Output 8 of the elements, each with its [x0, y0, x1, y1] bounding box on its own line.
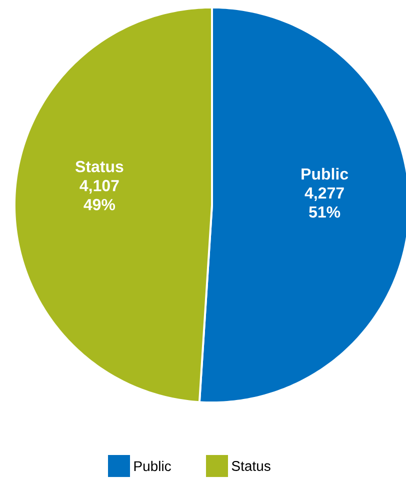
data-label: 4,277	[304, 187, 344, 201]
slice-label: Public	[302, 168, 348, 180]
legend-label: Public	[134, 460, 171, 472]
slice-label: Status	[75, 160, 124, 172]
data-label: 4,107	[80, 180, 119, 194]
legend-label: Status	[232, 461, 270, 471]
text: 49%	[84, 198, 116, 210]
text: 51%	[309, 206, 340, 218]
